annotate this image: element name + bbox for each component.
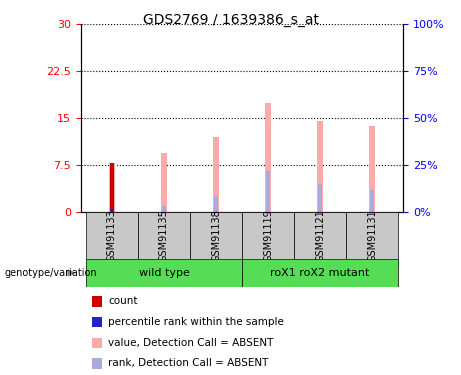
Text: GSM91138: GSM91138 — [211, 209, 221, 262]
Text: rank, Detection Call = ABSENT: rank, Detection Call = ABSENT — [108, 358, 269, 368]
Text: roX1 roX2 mutant: roX1 roX2 mutant — [271, 268, 370, 278]
Bar — [86, 259, 242, 287]
Bar — [242, 212, 294, 259]
Bar — [109, 163, 115, 212]
Bar — [346, 212, 398, 259]
Bar — [110, 163, 113, 212]
Bar — [110, 209, 113, 212]
Text: wild type: wild type — [138, 268, 189, 278]
Text: GSM91135: GSM91135 — [159, 209, 169, 262]
Bar — [370, 190, 374, 212]
Text: GSM91131: GSM91131 — [367, 209, 377, 262]
Bar — [162, 206, 166, 212]
Bar — [161, 153, 167, 212]
Text: count: count — [108, 297, 138, 306]
Text: GSM91121: GSM91121 — [315, 209, 325, 262]
Bar — [266, 171, 270, 212]
Bar — [86, 212, 138, 259]
Text: percentile rank within the sample: percentile rank within the sample — [108, 317, 284, 327]
Bar — [110, 207, 114, 212]
Text: value, Detection Call = ABSENT: value, Detection Call = ABSENT — [108, 338, 274, 348]
Bar — [214, 196, 218, 212]
Text: GSM91119: GSM91119 — [263, 209, 273, 262]
Bar — [190, 212, 242, 259]
Bar — [138, 212, 190, 259]
Bar — [265, 102, 271, 212]
Bar — [213, 137, 219, 212]
Bar — [317, 121, 323, 212]
Bar — [242, 259, 398, 287]
Text: GSM91133: GSM91133 — [107, 209, 117, 262]
Bar — [294, 212, 346, 259]
Text: GDS2769 / 1639386_s_at: GDS2769 / 1639386_s_at — [142, 13, 319, 27]
Bar — [318, 184, 322, 212]
Text: genotype/variation: genotype/variation — [5, 268, 97, 278]
Bar — [369, 126, 375, 212]
